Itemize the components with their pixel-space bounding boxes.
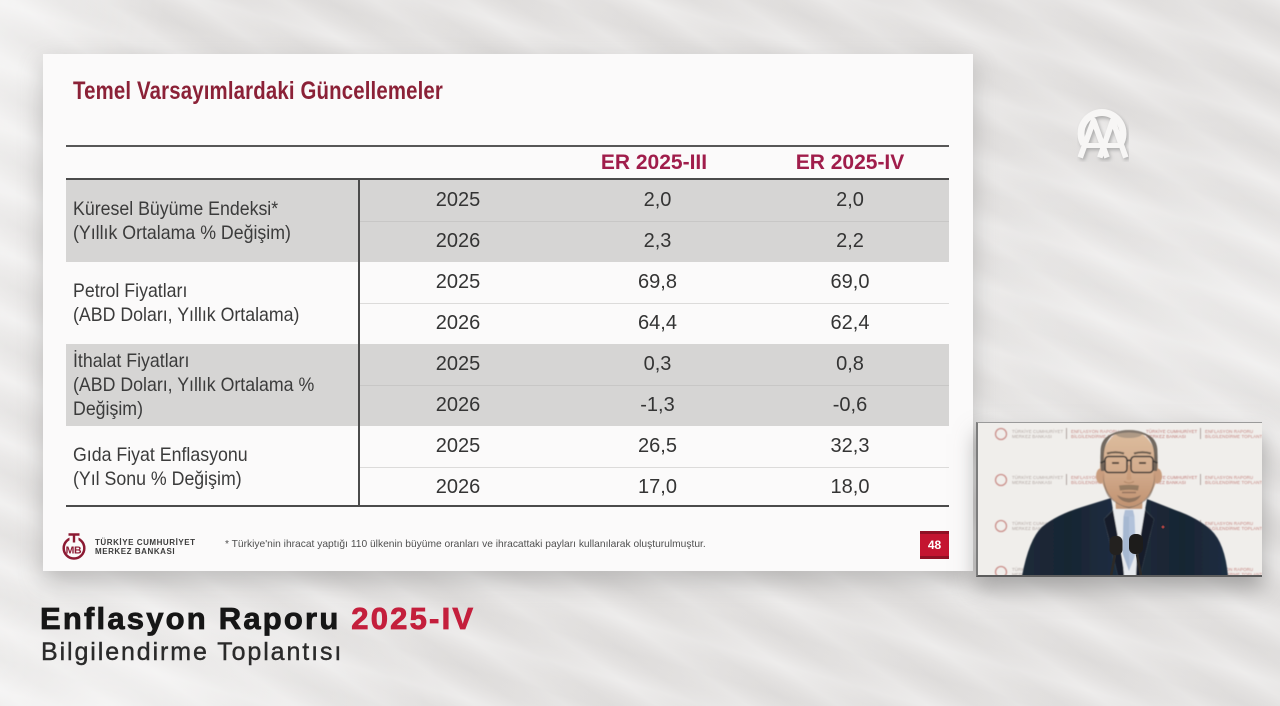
svg-text:ENFLASYON RAPORU: ENFLASYON RAPORU: [1071, 475, 1119, 480]
svg-text:TÜRKİYE CUMHURİYET: TÜRKİYE CUMHURİYET: [1012, 521, 1064, 526]
svg-text:TÜRKİYE CUMHURİYET: TÜRKİYE CUMHURİYET: [1146, 429, 1198, 434]
svg-text:ENFLASYON RAPORU: ENFLASYON RAPORU: [1205, 475, 1253, 480]
svg-text:ENFLASYON RAPORU: ENFLASYON RAPORU: [1071, 429, 1119, 434]
svg-text:MERKEZ BANKASI: MERKEZ BANKASI: [1146, 480, 1186, 485]
svg-text:MERKEZ BANKASI: MERKEZ BANKASI: [1012, 434, 1052, 439]
svg-text:TÜRKİYE CUMHURİYET: TÜRKİYE CUMHURİYET: [1012, 429, 1064, 434]
svg-text:MERKEZ BANKASI: MERKEZ BANKASI: [1012, 480, 1052, 485]
svg-text:MB: MB: [66, 545, 82, 557]
svg-text:ENFLASYON RAPORU: ENFLASYON RAPORU: [1205, 567, 1253, 572]
svg-text:ENFLASYON RAPORU: ENFLASYON RAPORU: [1205, 429, 1253, 434]
svg-text:BİLGİLENDİRME TOPLANTISI: BİLGİLENDİRME TOPLANTISI: [1205, 526, 1262, 531]
svg-text:BİLGİLENDİRME TOPLANTISI: BİLGİLENDİRME TOPLANTISI: [1205, 572, 1262, 576]
svg-text:MERKEZ BANKASI: MERKEZ BANKASI: [1146, 434, 1186, 439]
svg-text:TÜRKİYE CUMHURİYET: TÜRKİYE CUMHURİYET: [1146, 475, 1198, 480]
svg-text:ENFLASYON RAPORU: ENFLASYON RAPORU: [1205, 521, 1253, 526]
svg-text:BİLGİLENDİRME TOPLANTISI: BİLGİLENDİRME TOPLANTISI: [1205, 480, 1262, 485]
svg-text:TÜRKİYE CUMHURİYET: TÜRKİYE CUMHURİYET: [1012, 475, 1064, 480]
svg-text:MERKEZ BANKASI: MERKEZ BANKASI: [1012, 526, 1052, 531]
svg-text:BİLGİLENDİRME TOPLANTISI: BİLGİLENDİRME TOPLANTISI: [1205, 434, 1262, 439]
svg-text:BİLGİLENDİRME TOPLANTISI: BİLGİLENDİRME TOPLANTISI: [1071, 434, 1134, 439]
